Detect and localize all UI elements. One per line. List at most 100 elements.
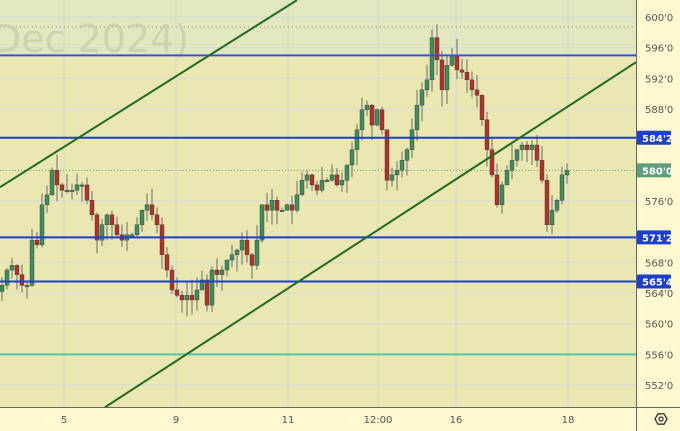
last-price-label: 580'0 <box>642 166 673 177</box>
candle-body <box>69 190 75 192</box>
settings-icon[interactable] <box>654 413 668 425</box>
candle-body <box>354 129 360 150</box>
candle-body <box>199 279 205 291</box>
candle-body <box>564 170 570 176</box>
price-tick-label: 576'0 <box>645 197 673 208</box>
candle-body <box>474 89 480 96</box>
trend-lines <box>0 0 637 409</box>
candle-body <box>369 104 375 126</box>
candle-body <box>244 239 250 255</box>
candle-body <box>514 149 520 161</box>
time-axis[interactable] <box>0 408 636 431</box>
level-lines <box>0 54 636 356</box>
candle-body <box>79 184 85 187</box>
candle-body <box>204 279 210 306</box>
candle-body <box>0 285 5 292</box>
candle-body <box>134 224 140 235</box>
candle-body <box>129 234 135 237</box>
candle-body <box>439 59 445 91</box>
candle-body <box>289 204 295 211</box>
candle-body <box>224 259 230 271</box>
candle-body <box>269 200 275 211</box>
candle-body <box>174 289 180 296</box>
time-tick-label: 5 <box>61 415 67 426</box>
candle-body <box>159 224 165 255</box>
price-tick-label: 552'0 <box>645 381 673 392</box>
candle-body <box>389 174 395 181</box>
candle-body <box>84 184 90 201</box>
candle-body <box>114 224 120 235</box>
candle-body <box>89 200 95 216</box>
candle-body <box>549 210 555 225</box>
candle-body <box>434 37 440 61</box>
candle-body <box>259 204 265 241</box>
trend-line <box>0 0 298 189</box>
candle-body <box>494 174 500 206</box>
candle-body <box>334 174 340 186</box>
price-axis-ticks: 600'0 596'0 592'0 588'0 576'0 568'0 564'0 560'0… <box>645 13 673 392</box>
candle-body <box>534 144 540 161</box>
candle-body <box>539 160 545 181</box>
candle-body <box>424 79 430 91</box>
time-tick-label: 16 <box>450 415 463 426</box>
candle-body <box>284 204 290 211</box>
symbol-watermark: Dec 2024) <box>0 17 189 61</box>
candle-body <box>414 104 420 130</box>
candle-body <box>524 144 530 150</box>
candle-body <box>9 265 15 271</box>
candle-body <box>49 170 55 196</box>
candle-body <box>214 269 220 275</box>
candle-body <box>489 149 495 176</box>
candle-body <box>74 184 80 191</box>
time-axis-ticks: 5 9 11 12:00 16 18 <box>61 415 575 426</box>
candle-body <box>149 204 155 216</box>
candle-body <box>374 109 380 126</box>
candle-body <box>469 79 475 91</box>
price-tick-label: 564'0 <box>645 289 673 300</box>
candle-body <box>544 180 550 225</box>
candle-body <box>229 254 235 261</box>
price-tick-label: 596'0 <box>645 44 673 55</box>
candle-body <box>4 269 10 286</box>
upper-zone <box>0 0 636 56</box>
candle-body <box>444 65 450 91</box>
candle-body <box>29 239 35 286</box>
candles <box>0 24 570 317</box>
candle-body <box>154 214 160 225</box>
trend-line <box>104 61 637 409</box>
candle-body <box>109 214 115 225</box>
candle-body <box>339 180 345 186</box>
price-axis[interactable] <box>637 0 680 407</box>
candle-body <box>329 174 335 181</box>
candle-body <box>399 160 405 171</box>
candle-body <box>94 214 100 241</box>
candle-body <box>34 239 40 245</box>
price-tick-label: 556'0 <box>645 350 673 361</box>
candle-body <box>519 144 525 150</box>
candle-body <box>464 72 470 81</box>
candle-body <box>484 119 490 150</box>
candle-body <box>449 55 455 66</box>
time-tick-label: 12:00 <box>364 415 393 426</box>
candle-body <box>279 210 285 212</box>
candle-body <box>59 184 65 191</box>
candle-body <box>39 204 45 245</box>
candle-body <box>239 239 245 251</box>
candle-body <box>14 265 20 275</box>
candle-body <box>184 295 190 301</box>
candle-body <box>254 239 260 266</box>
candle-body <box>349 149 355 166</box>
candle-body <box>169 269 175 291</box>
candle-body <box>384 129 390 181</box>
time-tick-label: 18 <box>562 415 575 426</box>
candle-body <box>359 109 365 130</box>
level-badge-label: 584'2 <box>642 134 673 145</box>
candle-body <box>499 184 505 206</box>
candle-body <box>419 89 425 106</box>
candle-body <box>24 285 30 288</box>
candle-body <box>139 210 145 225</box>
candle-body <box>64 190 70 192</box>
price-tick-label: 588'0 <box>645 105 673 116</box>
candle-body <box>314 184 320 191</box>
